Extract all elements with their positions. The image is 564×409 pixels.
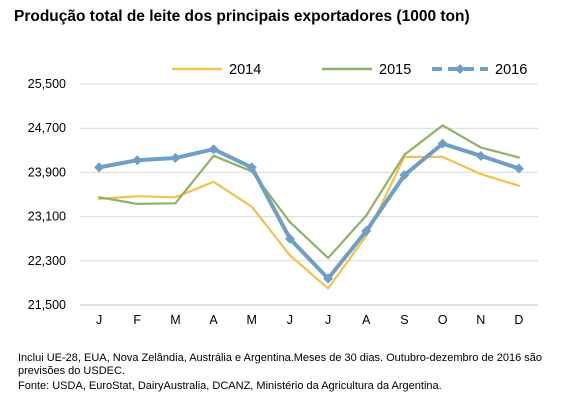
x-tick-label: M (247, 313, 257, 327)
data-point-2016 (399, 170, 410, 181)
data-point-2016 (94, 162, 105, 173)
y-tick-label: 25,500 (28, 77, 66, 91)
data-point-2016 (284, 233, 295, 244)
data-point-2016 (170, 153, 181, 164)
x-tick-label: A (209, 313, 218, 327)
x-tick-label: O (438, 313, 448, 327)
x-tick-label: J (96, 313, 102, 327)
legend-label-2015: 2015 (379, 62, 411, 78)
series-line-2014 (97, 155, 521, 290)
x-tick-label: F (133, 313, 141, 327)
y-tick-label: 23,900 (28, 165, 66, 179)
data-point-2016 (437, 138, 448, 149)
y-tick-label: 22,300 (28, 254, 66, 268)
data-point-2016 (323, 273, 334, 284)
data-point-2016 (513, 163, 524, 174)
x-tick-label: A (362, 313, 371, 327)
x-tick-label: J (325, 313, 331, 327)
data-point-2016 (361, 225, 372, 236)
chart-note: Inclui UE-28, EUA, Nova Zelândia, Austrá… (18, 352, 543, 377)
x-tick-label: J (287, 313, 293, 327)
y-tick-label: 23,100 (28, 210, 66, 224)
data-point-2016 (132, 155, 143, 166)
data-point-2016 (475, 150, 486, 161)
series-line-2015 (97, 124, 521, 260)
chart-source: Fonte: USDA, EuroStat, DairyAustralia, D… (18, 380, 442, 392)
series-line-2016 (97, 141, 521, 281)
legend-marker-2016 (455, 64, 465, 74)
legend-label-2016: 2016 (495, 62, 527, 78)
x-tick-label: D (514, 313, 523, 327)
legend-label-2014: 2014 (229, 62, 261, 78)
y-tick-label: 21,500 (28, 298, 66, 312)
data-point-2016 (208, 144, 219, 155)
legend: 2014 2015 2016 (172, 62, 527, 78)
y-tick-label: 24,700 (28, 121, 66, 135)
chart-title: Produção total de leite dos principais e… (14, 8, 470, 25)
series-lines (94, 124, 524, 290)
x-tick-label: S (400, 313, 408, 327)
data-point-2016 (246, 162, 257, 173)
x-tick-label: M (170, 313, 180, 327)
x-tick-label: N (476, 313, 485, 327)
y-axis-ticks: 25,500 24,700 23,900 23,100 22,300 21,500 (28, 77, 66, 312)
